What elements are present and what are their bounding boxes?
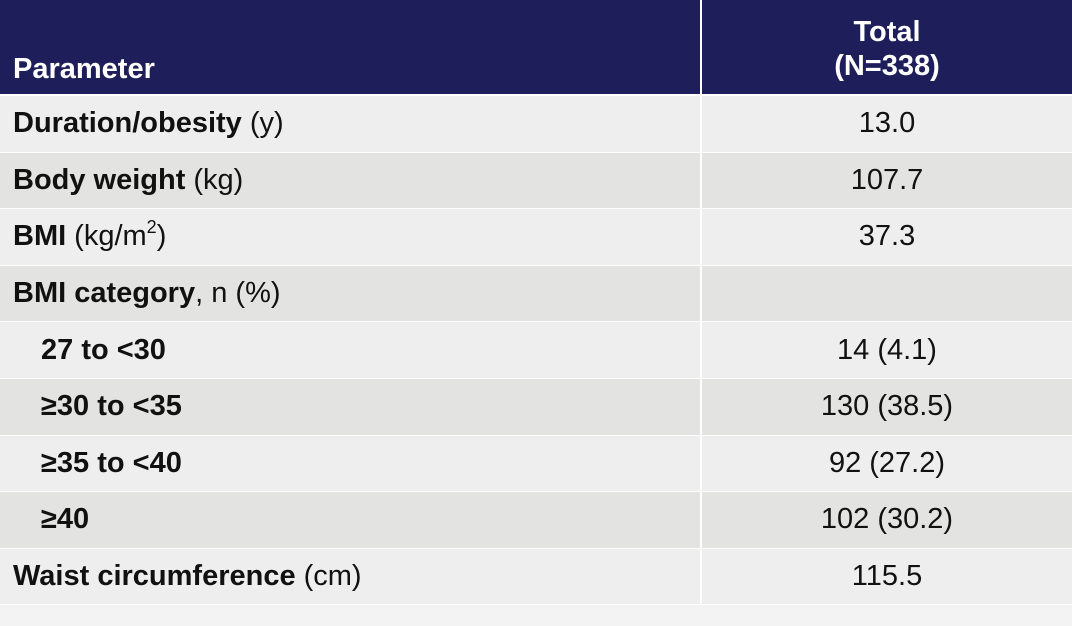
row-value: 14 (4.1) [837, 333, 937, 366]
table-row-bmi-30-35: ≥30 to <35 130 (38.5) [0, 378, 1072, 436]
row-value: 37.3 [858, 220, 916, 253]
table-row-bmi-35-40: ≥35 to <40 92 (27.2) [0, 435, 1072, 493]
row-label-unit: (kg/m2) [74, 217, 167, 253]
row-label-text: 27 to <30 [41, 333, 166, 366]
table-row-bmi-40-plus: ≥40 102 (30.2) [0, 492, 1072, 549]
table-header: Parameter Total (N=338) [0, 0, 1072, 96]
total-column-header: Total (N=338) [702, 0, 1072, 94]
row-label: BMI (kg/m2) [0, 209, 702, 265]
row-label: ≥30 to <35 [0, 378, 702, 435]
row-label-text: Duration/obesity [13, 107, 242, 140]
table-row-waist-circumference: Waist circumference (cm) 115.5 [0, 548, 1072, 606]
row-label-text: BMI [13, 220, 67, 253]
row-label-text: BMI category [13, 277, 196, 310]
row-label-unit: (kg) [193, 163, 244, 196]
row-value: 130 (38.5) [820, 390, 954, 423]
row-label: Duration/obesity (y) [0, 96, 702, 152]
row-label: ≥40 [0, 492, 702, 548]
table-row-duration-obesity: Duration/obesity (y) 13.0 [0, 96, 1072, 153]
row-value [702, 266, 1072, 322]
row-label-text: ≥35 to <40 [41, 446, 182, 479]
row-label: ≥35 to <40 [0, 435, 702, 492]
row-label-text: Body weight [13, 163, 186, 196]
row-label: 27 to <30 [0, 322, 702, 378]
row-label-text: Waist circumference [13, 560, 296, 593]
table-row-bmi-27-30: 27 to <30 14 (4.1) [0, 322, 1072, 379]
unit-post: ) [156, 220, 167, 253]
row-label: Waist circumference (cm) [0, 548, 702, 605]
table-row-bmi: BMI (kg/m2) 37.3 [0, 209, 1072, 266]
table-row-bmi-category: BMI category, n (%) [0, 265, 1072, 323]
row-label-text: ≥40 [41, 503, 90, 536]
row-value: 13.0 [858, 107, 916, 140]
total-header-label: Total [853, 16, 921, 48]
row-value: 107.7 [850, 163, 924, 196]
row-label: BMI category, n (%) [0, 265, 702, 322]
row-label: Body weight (kg) [0, 152, 702, 209]
row-label-text: ≥30 to <35 [41, 390, 182, 423]
parameter-header-label: Parameter [13, 53, 155, 85]
row-value: 102 (30.2) [820, 503, 954, 536]
row-label-unit: , n (%) [195, 277, 281, 310]
row-label-unit: (cm) [303, 560, 362, 593]
row-value: 115.5 [851, 560, 923, 593]
total-header-n: (N=338) [834, 50, 940, 82]
unit-pre: (kg/m [74, 220, 147, 253]
parameter-column-header: Parameter [0, 0, 702, 94]
unit-superscript: 2 [146, 217, 157, 238]
row-value: 92 (27.2) [828, 446, 946, 479]
row-label-unit: (y) [249, 107, 284, 140]
table-row-body-weight: Body weight (kg) 107.7 [0, 152, 1072, 210]
